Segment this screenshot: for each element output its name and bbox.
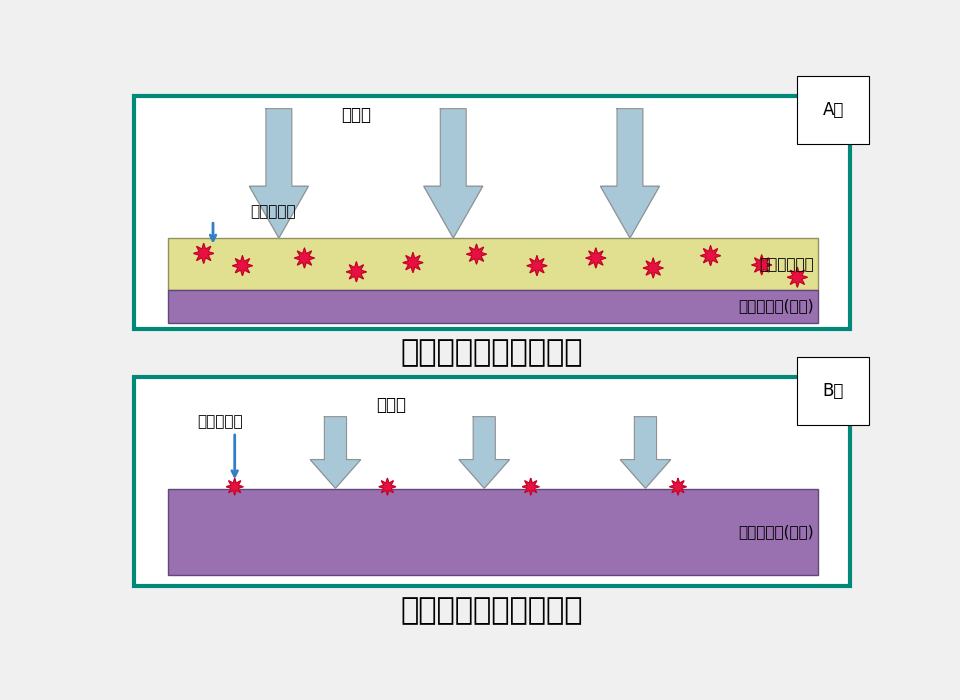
Text: 使用後器具(断面): 使用後器具(断面) — [738, 524, 814, 540]
Polygon shape — [423, 186, 483, 238]
Text: 茂白質分解酵素作用後: 茂白質分解酵素作用後 — [400, 596, 584, 625]
Bar — [441, 108, 467, 186]
Polygon shape — [620, 460, 671, 489]
Bar — [473, 416, 495, 460]
Polygon shape — [701, 246, 721, 266]
Text: 病原微生物: 病原微生物 — [251, 204, 296, 218]
Polygon shape — [643, 258, 663, 278]
Polygon shape — [227, 478, 243, 495]
Text: 茂白質分解酵素作用前: 茂白質分解酵素作用前 — [400, 338, 584, 367]
Text: 消毒薬: 消毒薬 — [342, 106, 372, 125]
Polygon shape — [601, 186, 660, 238]
Polygon shape — [586, 248, 606, 268]
Bar — [266, 108, 292, 186]
Polygon shape — [459, 460, 510, 489]
Polygon shape — [752, 255, 772, 275]
FancyBboxPatch shape — [134, 377, 850, 586]
Text: 消毒薬: 消毒薬 — [376, 395, 406, 414]
Polygon shape — [347, 262, 367, 282]
Polygon shape — [522, 478, 540, 495]
Bar — [635, 416, 657, 460]
Polygon shape — [467, 244, 487, 264]
FancyBboxPatch shape — [134, 95, 850, 329]
Polygon shape — [669, 478, 686, 495]
Text: A図: A図 — [823, 101, 844, 119]
Bar — [617, 108, 643, 186]
Polygon shape — [295, 248, 315, 268]
Text: 生体性茂白質: 生体性茂白質 — [758, 257, 814, 272]
Bar — [168, 489, 818, 575]
Polygon shape — [194, 244, 214, 263]
Bar — [168, 238, 818, 290]
Polygon shape — [250, 186, 308, 238]
Polygon shape — [310, 460, 361, 489]
Text: 使用後器具(断面): 使用後器具(断面) — [738, 298, 814, 314]
Bar — [324, 416, 347, 460]
Bar — [168, 290, 818, 323]
Polygon shape — [232, 256, 252, 276]
Polygon shape — [379, 478, 396, 495]
Text: 病原微生物: 病原微生物 — [198, 414, 243, 429]
Polygon shape — [403, 253, 423, 272]
Polygon shape — [527, 256, 547, 276]
Polygon shape — [787, 267, 807, 287]
Text: B図: B図 — [823, 382, 844, 400]
